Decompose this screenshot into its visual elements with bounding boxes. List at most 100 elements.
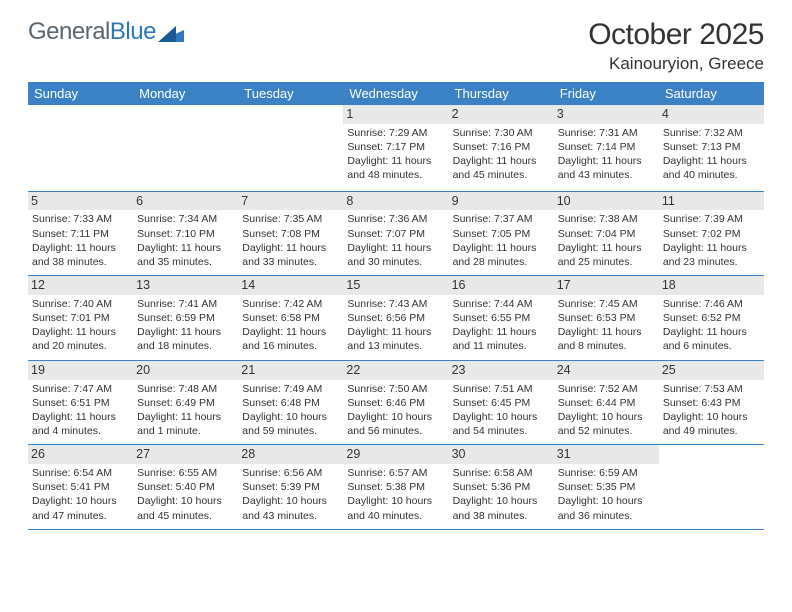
day-info: Sunrise: 7:49 AMSunset: 6:48 PMDaylight:…: [242, 382, 339, 439]
daylight-text: Daylight: 11 hours and 16 minutes.: [242, 325, 339, 353]
sunrise-text: Sunrise: 7:30 AM: [453, 126, 550, 140]
day-header: Thursday: [449, 82, 554, 105]
sunrise-text: Sunrise: 7:36 AM: [347, 212, 444, 226]
day-number: 27: [133, 445, 238, 464]
calendar-body: 1 Sunrise: 7:29 AMSunset: 7:17 PM Daylight…: [28, 105, 764, 529]
day-number: 8: [343, 192, 448, 211]
day-number: 1: [343, 105, 448, 124]
daylight-text: Daylight: 11 hours and 40 minutes.: [663, 154, 760, 182]
sunrise-text: Sunrise: 7:29 AM: [347, 126, 444, 140]
calendar-day: 30Sunrise: 6:58 AMSunset: 5:36 PMDayligh…: [449, 445, 554, 530]
calendar-day: 4 Sunrise: 7:32 AMSunset: 7:13 PMDaylight…: [659, 105, 764, 191]
day-number: 23: [449, 361, 554, 380]
logo-text-1: General: [28, 18, 110, 45]
day-number: 16: [449, 276, 554, 295]
day-number: 19: [28, 361, 133, 380]
sunrise-text: Sunrise: 7:51 AM: [453, 382, 550, 396]
sunrise-text: Sunrise: 6:58 AM: [453, 466, 550, 480]
calendar-week: 19Sunrise: 7:47 AMSunset: 6:51 PMDayligh…: [28, 360, 764, 445]
calendar-day: [238, 105, 343, 191]
sunset-text: Sunset: 6:56 PM: [347, 311, 444, 325]
sunrise-text: Sunrise: 7:37 AM: [453, 212, 550, 226]
sunset-text: Sunset: 7:17 PM: [347, 140, 444, 154]
day-header: Saturday: [659, 82, 764, 105]
day-number: 11: [659, 192, 764, 211]
daylight-text: Daylight: 11 hours and 8 minutes.: [558, 325, 655, 353]
sunrise-text: Sunrise: 7:49 AM: [242, 382, 339, 396]
daylight-text: Daylight: 11 hours and 35 minutes.: [137, 241, 234, 269]
daylight-text: Daylight: 10 hours and 36 minutes.: [558, 494, 655, 522]
sunrise-text: Sunrise: 7:48 AM: [137, 382, 234, 396]
daylight-text: Daylight: 10 hours and 52 minutes.: [558, 410, 655, 438]
daylight-text: Daylight: 11 hours and 38 minutes.: [32, 241, 129, 269]
sunset-text: Sunset: 6:46 PM: [347, 396, 444, 410]
day-info: Sunrise: 7:37 AMSunset: 7:05 PMDaylight:…: [453, 212, 550, 269]
day-info: Sunrise: 6:54 AMSunset: 5:41 PMDaylight:…: [32, 466, 129, 523]
header: GeneralBlue October 2025 Kainouryion, Gr…: [28, 18, 764, 74]
sunrise-text: Sunrise: 7:50 AM: [347, 382, 444, 396]
daylight-text: Daylight: 10 hours and 59 minutes.: [242, 410, 339, 438]
daylight-text: Daylight: 11 hours and 11 minutes.: [453, 325, 550, 353]
day-number: 28: [238, 445, 343, 464]
sunset-text: Sunset: 7:08 PM: [242, 227, 339, 241]
logo-triangle-icon: [158, 26, 184, 42]
day-info: Sunrise: 6:55 AMSunset: 5:40 PMDaylight:…: [137, 466, 234, 523]
sunset-text: Sunset: 6:55 PM: [453, 311, 550, 325]
calendar-week: 5Sunrise: 7:33 AMSunset: 7:11 PMDaylight…: [28, 191, 764, 276]
sunrise-text: Sunrise: 7:42 AM: [242, 297, 339, 311]
sunrise-text: Sunrise: 7:32 AM: [663, 126, 760, 140]
daylight-text: Daylight: 10 hours and 40 minutes.: [347, 494, 444, 522]
calendar-day: 9Sunrise: 7:37 AMSunset: 7:05 PMDaylight…: [449, 191, 554, 276]
day-header: Monday: [133, 82, 238, 105]
calendar-day: 8Sunrise: 7:36 AMSunset: 7:07 PMDaylight…: [343, 191, 448, 276]
sunrise-text: Sunrise: 7:46 AM: [663, 297, 760, 311]
sunset-text: Sunset: 6:48 PM: [242, 396, 339, 410]
day-number: 25: [659, 361, 764, 380]
logo-text-2: Blue: [110, 18, 156, 45]
sunset-text: Sunset: 7:04 PM: [558, 227, 655, 241]
sunrise-text: Sunrise: 7:34 AM: [137, 212, 234, 226]
day-number: 17: [554, 276, 659, 295]
daylight-text: Daylight: 11 hours and 23 minutes.: [663, 241, 760, 269]
day-info: Sunrise: 6:57 AMSunset: 5:38 PMDaylight:…: [347, 466, 444, 523]
sunrise-text: Sunrise: 7:33 AM: [32, 212, 129, 226]
day-info: Sunrise: 7:41 AMSunset: 6:59 PMDaylight:…: [137, 297, 234, 354]
day-header: Tuesday: [238, 82, 343, 105]
sunset-text: Sunset: 5:39 PM: [242, 480, 339, 494]
day-info: Sunrise: 7:48 AMSunset: 6:49 PMDaylight:…: [137, 382, 234, 439]
day-info: Sunrise: 7:34 AMSunset: 7:10 PMDaylight:…: [137, 212, 234, 269]
day-info: Sunrise: 7:50 AMSunset: 6:46 PMDaylight:…: [347, 382, 444, 439]
calendar-day: 17Sunrise: 7:45 AMSunset: 6:53 PMDayligh…: [554, 276, 659, 361]
day-number: 4: [659, 105, 764, 124]
day-number: 30: [449, 445, 554, 464]
day-info: Sunrise: 6:59 AMSunset: 5:35 PMDaylight:…: [558, 466, 655, 523]
calendar-day: 11Sunrise: 7:39 AMSunset: 7:02 PMDayligh…: [659, 191, 764, 276]
location-text: Kainouryion, Greece: [588, 54, 764, 74]
daylight-text: Daylight: 10 hours and 49 minutes.: [663, 410, 760, 438]
calendar-day: 13Sunrise: 7:41 AMSunset: 6:59 PMDayligh…: [133, 276, 238, 361]
daylight-text: Daylight: 11 hours and 33 minutes.: [242, 241, 339, 269]
calendar-day: [28, 105, 133, 191]
sunset-text: Sunset: 7:13 PM: [663, 140, 760, 154]
calendar-day: 28Sunrise: 6:56 AMSunset: 5:39 PMDayligh…: [238, 445, 343, 530]
calendar-day: 31Sunrise: 6:59 AMSunset: 5:35 PMDayligh…: [554, 445, 659, 530]
sunset-text: Sunset: 6:43 PM: [663, 396, 760, 410]
sunrise-text: Sunrise: 7:41 AM: [137, 297, 234, 311]
calendar-day: 29Sunrise: 6:57 AMSunset: 5:38 PMDayligh…: [343, 445, 448, 530]
day-header: Sunday: [28, 82, 133, 105]
sunrise-text: Sunrise: 6:57 AM: [347, 466, 444, 480]
sunset-text: Sunset: 5:40 PM: [137, 480, 234, 494]
daylight-text: Daylight: 10 hours and 45 minutes.: [137, 494, 234, 522]
sunrise-text: Sunrise: 6:59 AM: [558, 466, 655, 480]
day-info: Sunrise: 7:46 AMSunset: 6:52 PMDaylight:…: [663, 297, 760, 354]
day-info: Sunrise: 7:39 AMSunset: 7:02 PMDaylight:…: [663, 212, 760, 269]
day-number: 3: [554, 105, 659, 124]
sunrise-text: Sunrise: 7:40 AM: [32, 297, 129, 311]
day-info: Sunrise: 7:52 AMSunset: 6:44 PMDaylight:…: [558, 382, 655, 439]
sunset-text: Sunset: 7:10 PM: [137, 227, 234, 241]
calendar-day: 19Sunrise: 7:47 AMSunset: 6:51 PMDayligh…: [28, 360, 133, 445]
day-number: 15: [343, 276, 448, 295]
calendar-day: 12Sunrise: 7:40 AMSunset: 7:01 PMDayligh…: [28, 276, 133, 361]
calendar-day: 14Sunrise: 7:42 AMSunset: 6:58 PMDayligh…: [238, 276, 343, 361]
day-number: 14: [238, 276, 343, 295]
